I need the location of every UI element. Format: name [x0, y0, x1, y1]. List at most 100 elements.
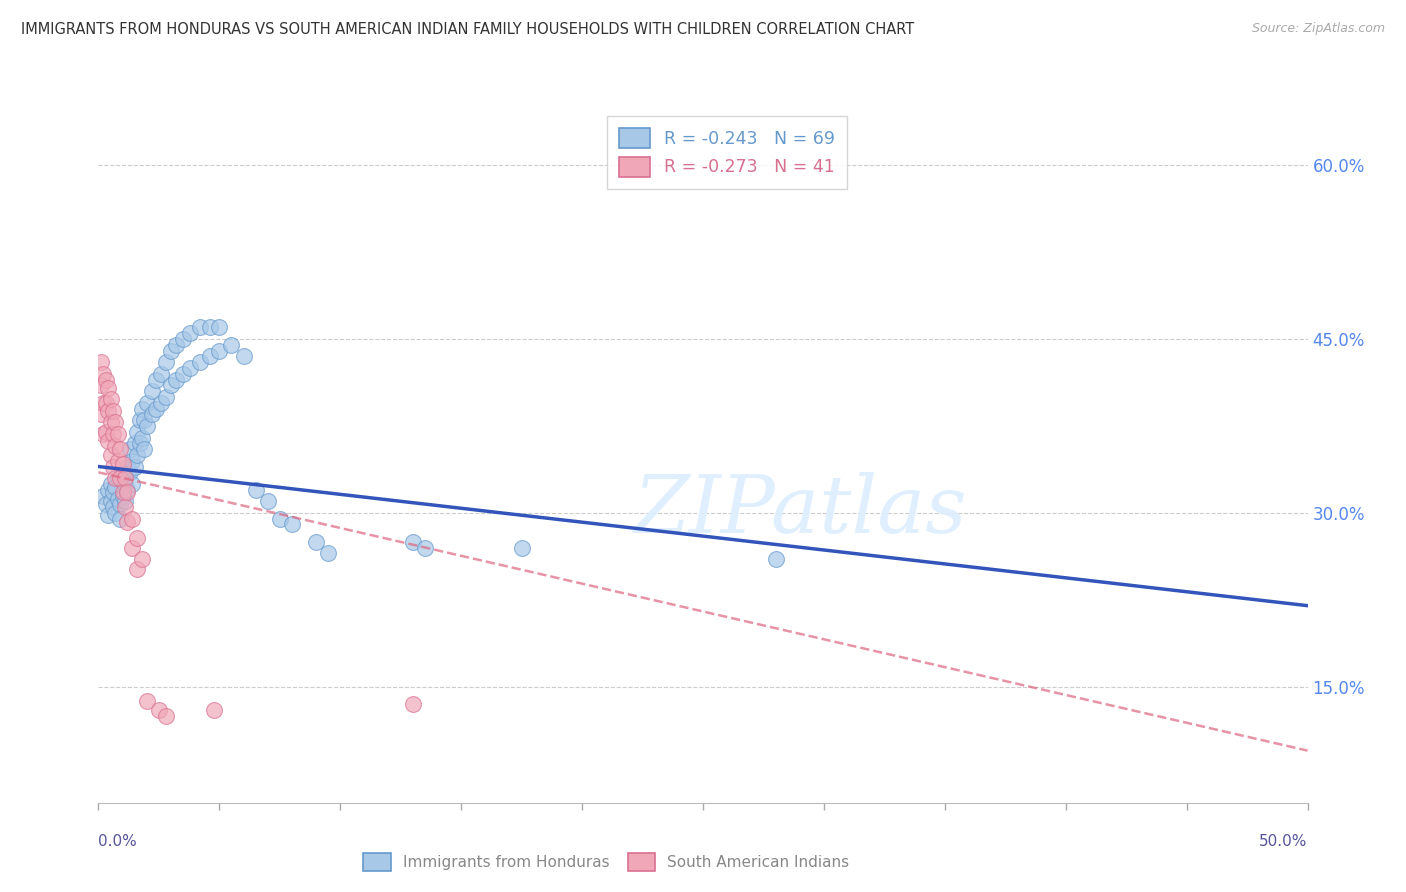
Point: [131, 401, 153, 416]
Point: [121, 476, 143, 491]
Point: [127, 532, 149, 546]
Point: [402, 534, 425, 549]
Point: [107, 427, 129, 442]
Point: [316, 546, 339, 561]
Point: [100, 416, 122, 430]
Legend: Immigrants from Honduras, South American Indians: Immigrants from Honduras, South American…: [356, 846, 858, 879]
Point: [131, 430, 153, 444]
Point: [91, 367, 114, 381]
Point: [90, 407, 112, 421]
Point: [232, 349, 254, 364]
Point: [104, 471, 127, 485]
Point: [101, 427, 124, 442]
Point: [208, 343, 231, 358]
Point: [510, 541, 533, 555]
Point: [127, 425, 149, 439]
Text: 50.0%: 50.0%: [1260, 834, 1308, 849]
Point: [121, 511, 143, 525]
Point: [108, 511, 131, 525]
Point: [269, 511, 291, 525]
Point: [141, 384, 163, 398]
Point: [145, 401, 167, 416]
Point: [97, 508, 120, 523]
Point: [97, 404, 120, 418]
Point: [100, 448, 122, 462]
Point: [135, 418, 157, 433]
Point: [107, 491, 129, 506]
Point: [172, 332, 194, 346]
Point: [179, 326, 201, 340]
Point: [108, 471, 131, 485]
Point: [141, 407, 163, 421]
Point: [118, 442, 141, 456]
Point: [124, 436, 146, 450]
Point: [111, 466, 134, 480]
Point: [281, 517, 304, 532]
Point: [97, 434, 120, 448]
Point: [413, 541, 436, 555]
Point: [221, 337, 243, 351]
Point: [117, 485, 139, 500]
Point: [108, 497, 131, 511]
Point: [101, 485, 124, 500]
Point: [135, 395, 157, 409]
Point: [100, 494, 122, 508]
Point: [198, 349, 221, 364]
Point: [172, 367, 194, 381]
Point: [108, 442, 131, 456]
Point: [256, 494, 278, 508]
Point: [111, 485, 134, 500]
Point: [100, 392, 122, 407]
Point: [765, 552, 787, 566]
Point: [107, 471, 129, 485]
Point: [104, 506, 127, 520]
Point: [179, 360, 201, 375]
Point: [305, 534, 328, 549]
Point: [94, 425, 117, 439]
Point: [104, 416, 127, 430]
Point: [148, 703, 170, 717]
Point: [134, 442, 156, 456]
Point: [97, 381, 120, 395]
Point: [94, 373, 117, 387]
Point: [128, 413, 150, 427]
Point: [135, 694, 157, 708]
Point: [198, 320, 221, 334]
Point: [402, 698, 425, 712]
Point: [90, 378, 112, 392]
Point: [104, 480, 127, 494]
Point: [155, 355, 177, 369]
Point: [107, 453, 129, 467]
Point: [160, 378, 183, 392]
Point: [114, 471, 136, 485]
Point: [94, 497, 117, 511]
Point: [165, 373, 187, 387]
Point: [90, 355, 112, 369]
Point: [150, 395, 173, 409]
Point: [117, 483, 139, 497]
Point: [97, 483, 120, 497]
Point: [94, 395, 117, 409]
Point: [245, 483, 267, 497]
Point: [165, 337, 187, 351]
Point: [155, 390, 177, 404]
Text: Source: ZipAtlas.com: Source: ZipAtlas.com: [1251, 22, 1385, 36]
Point: [124, 459, 146, 474]
Point: [145, 373, 167, 387]
Point: [101, 459, 124, 474]
Point: [128, 436, 150, 450]
Point: [204, 703, 226, 717]
Point: [121, 453, 143, 467]
Point: [134, 413, 156, 427]
Point: [111, 457, 134, 471]
Point: [208, 320, 231, 334]
Point: [91, 427, 114, 442]
Point: [111, 489, 134, 503]
Point: [188, 355, 211, 369]
Point: [118, 466, 141, 480]
Point: [114, 500, 136, 514]
Text: 0.0%: 0.0%: [98, 834, 138, 849]
Point: [127, 448, 149, 462]
Point: [117, 515, 139, 529]
Point: [150, 367, 173, 381]
